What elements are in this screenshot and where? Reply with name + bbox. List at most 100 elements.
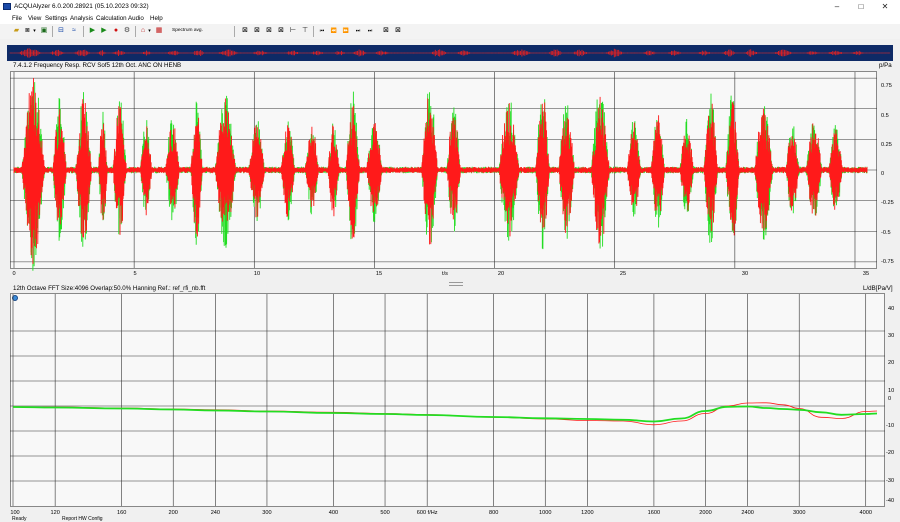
- toolbar-separator: [313, 26, 314, 37]
- toolbar-separator: [135, 26, 136, 37]
- freq-y-tick: -10: [886, 423, 895, 429]
- freq-x-tick: 120: [50, 510, 59, 516]
- title-bar: ACQUAlyzer 6.0.200.28921 (05.10.2023 09:…: [0, 0, 900, 14]
- freq-x-tick: 1600: [648, 510, 660, 516]
- reference-icon[interactable]: ⌂: [140, 27, 146, 34]
- toolbar-separator: [83, 26, 84, 37]
- panel-splitter[interactable]: [449, 282, 463, 286]
- time-x-tick: 35: [862, 271, 870, 277]
- zoom-y-icon[interactable]: ⊠: [254, 27, 260, 34]
- overview-waveform-trace: [9, 48, 891, 58]
- view-icon[interactable]: ⊟: [58, 27, 64, 34]
- freq-y-tick: -30: [886, 478, 895, 484]
- step-end-icon[interactable]: ⏭: [355, 28, 361, 34]
- menu-analysis[interactable]: Analysis: [70, 15, 94, 22]
- cursor-left-icon[interactable]: ⊠: [383, 27, 389, 34]
- open-icon[interactable]: ▰: [13, 27, 20, 34]
- settings-icon[interactable]: ⚙: [123, 27, 131, 34]
- freq-x-tick: 160: [117, 510, 126, 516]
- toolbar-separator: [234, 26, 235, 37]
- menu-calculation[interactable]: Calculation: [96, 15, 127, 22]
- save-icon[interactable]: ◙: [25, 27, 30, 34]
- time-x-tick: 25: [619, 271, 627, 277]
- menu-file[interactable]: File: [12, 15, 22, 22]
- time-series-red: [13, 78, 868, 265]
- freq-y-tick: 0: [888, 396, 892, 402]
- waveform-icon[interactable]: ≈: [72, 27, 76, 34]
- dropdown-icon[interactable]: ▾: [148, 28, 151, 34]
- time-x-tick: 15: [375, 271, 383, 277]
- zoom-full-icon[interactable]: ⊠: [278, 27, 284, 34]
- freq-x-tick: 600 f/Hz: [417, 510, 438, 516]
- cursor-icon[interactable]: ⊢: [289, 27, 297, 34]
- freq-x-tick: 400: [329, 510, 338, 516]
- toolbar: ▰ ◙ ▾ ▣ ⊟ ≈ ▶ ▶ ● ⚙ ⌂ ▾ ▦ Spectrum avg. …: [0, 24, 900, 39]
- time-y-tick: -0.5: [881, 230, 891, 236]
- freq-y-tick: 20: [888, 360, 895, 366]
- window-title: ACQUAlyzer 6.0.200.28921 (05.10.2023 09:…: [14, 3, 149, 10]
- freq-y-tick: -20: [886, 450, 895, 456]
- time-x-tick: 10: [253, 271, 261, 277]
- record-icon[interactable]: ▣: [40, 27, 48, 34]
- freq-x-tick: 2000: [699, 510, 711, 516]
- freq-series-green: [12, 405, 878, 423]
- freq-x-tick: 200: [169, 510, 178, 516]
- status-report: Report HW Config: [62, 516, 103, 522]
- spectrum-icon[interactable]: ▦: [155, 27, 163, 34]
- freq-x-tick: 240: [211, 510, 220, 516]
- menu-help[interactable]: Help: [150, 15, 163, 22]
- time-x-tick: 0: [12, 271, 16, 277]
- time-x-tick: 20: [497, 271, 505, 277]
- freq-y-tick: 40: [888, 306, 895, 312]
- spectrum-average-label[interactable]: Spectrum avg.: [172, 28, 203, 33]
- freq-x-tick: 3000: [793, 510, 805, 516]
- freq-x-tick: 1200: [581, 510, 593, 516]
- freq-x-tick: 500: [380, 510, 389, 516]
- menu-bar: File View Settings Analysis Calculation …: [0, 14, 900, 24]
- skip-icon[interactable]: ⏭: [367, 28, 373, 34]
- freq-x-tick: 300: [262, 510, 271, 516]
- freq-x-tick: 800: [489, 510, 498, 516]
- cursor-marker-icon[interactable]: [12, 295, 18, 301]
- menu-audio[interactable]: Audio: [128, 15, 144, 22]
- app-icon: [3, 3, 11, 10]
- marker-icon[interactable]: ⊤: [301, 27, 309, 34]
- freq-plot-area[interactable]: [10, 293, 885, 507]
- freq-y-tick: 30: [888, 333, 895, 339]
- step-back-icon[interactable]: ⏮: [319, 28, 325, 34]
- time-x-tick: 30: [741, 271, 749, 277]
- dropdown-icon[interactable]: ▾: [33, 28, 36, 34]
- freq-plot-y-unit: L/dB[Pa/V]: [863, 285, 893, 292]
- freq-plot-label: 12th Octave FFT Size:4096 Overlap:50.0% …: [13, 285, 206, 292]
- play-file-icon[interactable]: ▶: [101, 27, 107, 34]
- zoom-x-icon[interactable]: ⊠: [242, 27, 248, 34]
- status-ready: Ready: [12, 516, 27, 522]
- time-y-tick: -0.25: [881, 200, 894, 206]
- toolbar-separator: [52, 26, 53, 37]
- time-y-tick: 0.5: [881, 113, 889, 119]
- freq-y-tick: 10: [888, 388, 895, 394]
- time-y-tick: -0.75: [881, 259, 894, 265]
- zoom-xy-icon[interactable]: ⊠: [266, 27, 272, 34]
- freq-x-tick: 4000: [859, 510, 871, 516]
- time-x-unit: t/s: [442, 271, 448, 277]
- minimize-button[interactable]: –: [834, 2, 840, 11]
- time-y-tick: 0: [881, 171, 885, 177]
- play-icon[interactable]: ▶: [89, 27, 96, 34]
- menu-view[interactable]: View: [28, 15, 42, 22]
- step-forward-icon[interactable]: ⏩: [342, 28, 350, 34]
- time-x-tick: 5: [133, 271, 137, 277]
- freq-y-tick: -40: [886, 498, 895, 504]
- maximize-button[interactable]: □: [858, 2, 864, 11]
- time-plot-y-unit: p/Pa: [879, 62, 892, 69]
- record-red-icon[interactable]: ●: [113, 27, 119, 34]
- time-y-tick: 0.75: [881, 83, 892, 89]
- freq-x-tick: 1000: [539, 510, 551, 516]
- menu-settings[interactable]: Settings: [45, 15, 68, 22]
- cursor-right-icon[interactable]: ⊠: [395, 27, 401, 34]
- freq-x-tick: 100: [10, 510, 19, 516]
- time-plot-label: 7.4.1.2 Frequency Resp. RCV Sof5 12th Oc…: [13, 62, 182, 69]
- close-button[interactable]: ✕: [881, 2, 889, 11]
- step-icon[interactable]: ⏪: [330, 28, 338, 34]
